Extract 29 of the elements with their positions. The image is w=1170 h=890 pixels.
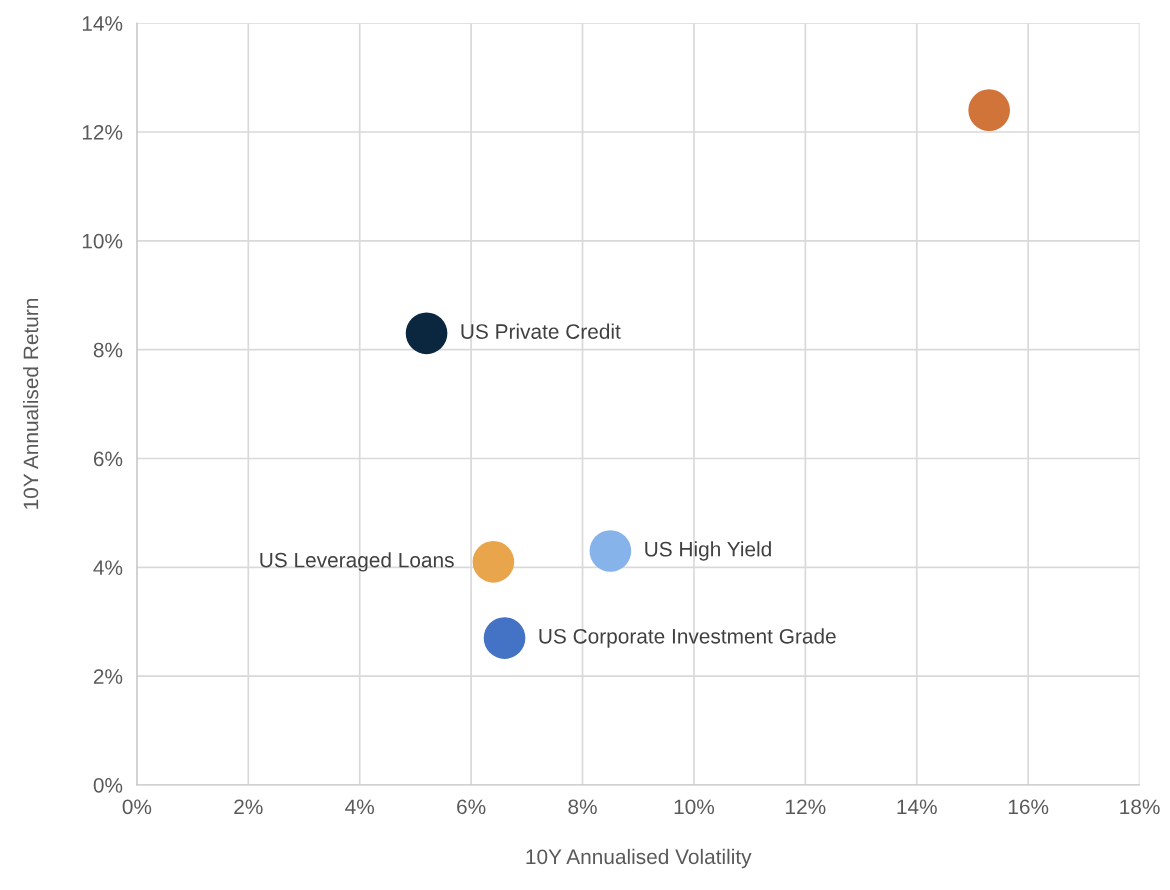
x-tick-label: 2% xyxy=(234,799,263,815)
x-tick-label: 8% xyxy=(568,799,597,815)
x-tick-label: 10% xyxy=(674,799,715,815)
y-tick-label: 2% xyxy=(93,669,123,684)
point xyxy=(483,617,526,659)
point xyxy=(589,530,632,572)
y-tick-label: 14% xyxy=(82,16,123,31)
series-label: US Private Credit xyxy=(461,323,621,339)
y-tick-label: 0% xyxy=(93,777,123,793)
point xyxy=(405,312,448,355)
y-tick-label: 4% xyxy=(93,560,123,575)
x-tick-label: 18% xyxy=(1120,799,1160,815)
series-label: US Leveraged Loans xyxy=(260,552,454,572)
y-tick-label: 12% xyxy=(82,124,123,140)
x-axis-title: 10Y Annualised Volatility xyxy=(526,848,752,869)
x-tick-label: 14% xyxy=(897,799,937,815)
y-tick-label: 10% xyxy=(82,233,123,249)
series-label: US Corporate Investment Grade xyxy=(539,628,836,648)
y-axis-title: 10Y Annualised Return xyxy=(23,299,39,509)
y-tick-label: 8% xyxy=(93,342,123,358)
x-tick-label: 0% xyxy=(122,799,152,815)
point xyxy=(968,89,1011,132)
x-tick-label: 16% xyxy=(1008,799,1049,815)
series-label: US High Yield xyxy=(645,541,771,561)
point xyxy=(472,541,515,583)
x-tick-label: 12% xyxy=(786,799,826,815)
y-tick-label: 6% xyxy=(93,451,123,467)
x-tick-label: 6% xyxy=(457,799,486,815)
x-tick-label: 4% xyxy=(345,799,375,815)
